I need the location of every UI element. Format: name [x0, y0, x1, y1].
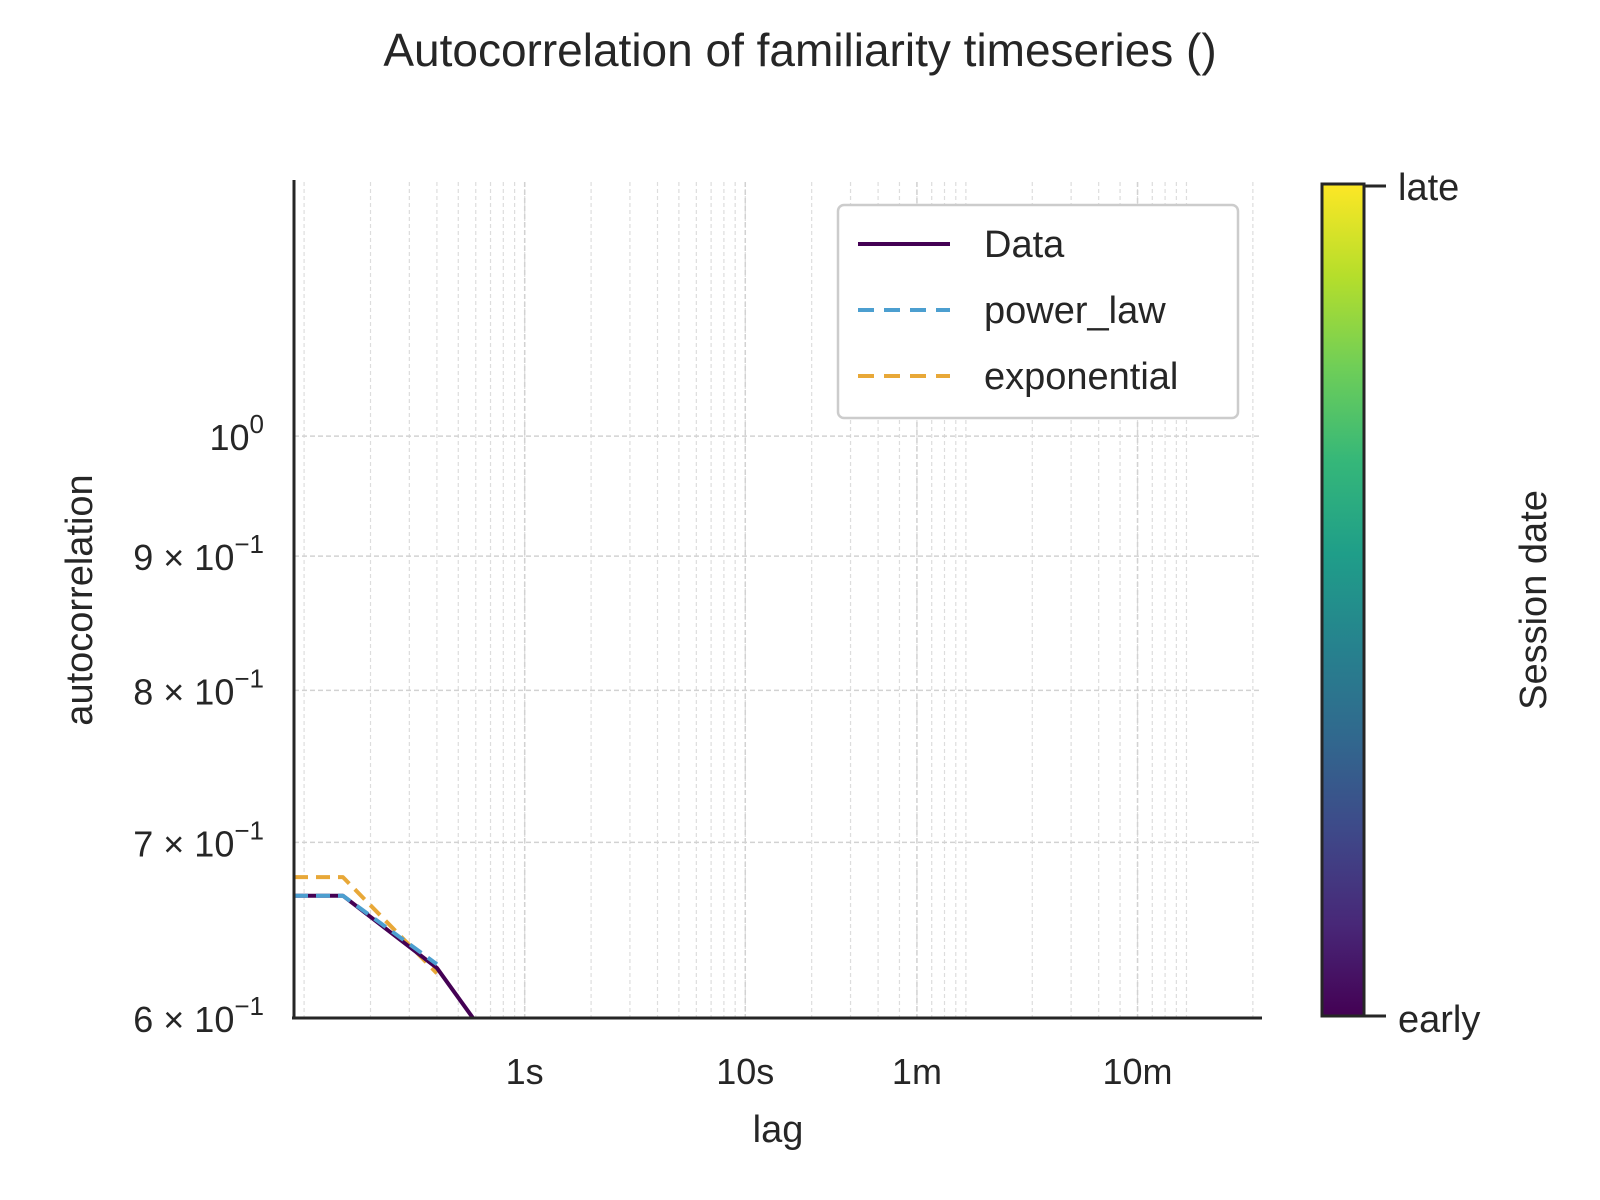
legend: Data power_law exponential — [836, 203, 1240, 420]
y-tick-label: 6 × 10−1 — [133, 991, 264, 1040]
x-tick-label: 10s — [716, 1051, 774, 1092]
colorbar-top-label: late — [1398, 167, 1459, 209]
grid — [294, 182, 1262, 1019]
y-tick-labels: 100 9 × 10−1 8 × 10−1 7 × 10−1 6 × 10−1 — [133, 409, 264, 1040]
x-tick-label: 1s — [506, 1051, 544, 1092]
y-tick-label: 7 × 10−1 — [133, 815, 264, 864]
series-line-Data — [294, 893, 476, 1018]
chart-title: Autocorrelation of familiarity timeserie… — [383, 24, 1216, 76]
y-tick-label: 9 × 10−1 — [133, 529, 264, 578]
legend-label: exponential — [984, 356, 1178, 398]
y-axis-label: autocorrelation — [59, 474, 101, 725]
colorbar-bottom-label: early — [1398, 999, 1480, 1041]
y-tick-label: 100 — [209, 409, 264, 458]
series-line-power-law — [294, 893, 439, 966]
x-tick-label: 10m — [1103, 1051, 1173, 1092]
x-tick-labels: 1s 10s 1m 10m — [506, 1051, 1173, 1092]
x-axis-label: lag — [753, 1109, 804, 1151]
legend-box — [836, 203, 1240, 420]
series-line-exponential — [294, 875, 439, 975]
series-group — [294, 875, 476, 1018]
colorbar: late early Session date — [1320, 167, 1555, 1041]
colorbar-label: Session date — [1513, 490, 1555, 710]
legend-label: power_law — [984, 290, 1166, 332]
legend-label: Data — [984, 224, 1065, 266]
y-tick-label: 8 × 10−1 — [133, 663, 264, 712]
colorbar-gradient — [1320, 182, 1366, 1018]
plot-frame — [292, 180, 1262, 1020]
x-tick-label: 1m — [892, 1051, 942, 1092]
